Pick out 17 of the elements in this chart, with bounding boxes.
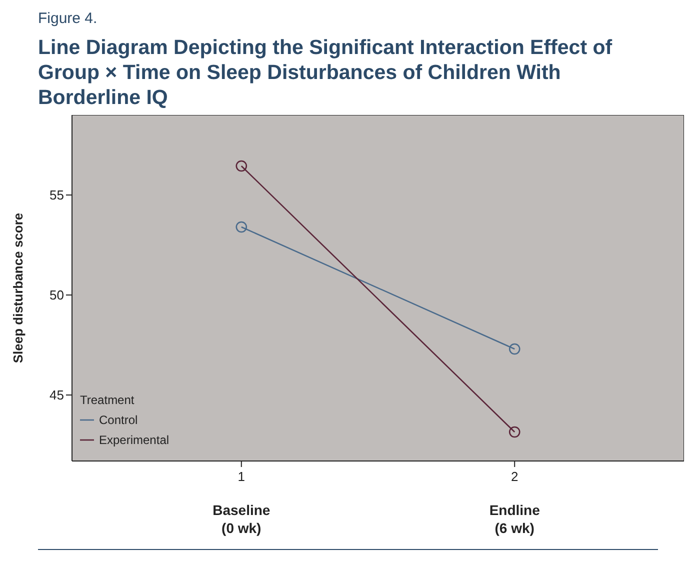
y-tick-label: 55 (50, 188, 64, 203)
x-tick-label: 2 (510, 469, 518, 484)
text: Endline (6 wk) (489, 502, 540, 536)
chart-title: Line Diagram Depicting the Significant Interaction Effect of Group × Time on Sleep Disturbances of Children With Borderline IQ (37, 35, 614, 110)
y-tick-label: 45 (50, 388, 64, 403)
text: Baseline (0 wk) (212, 502, 270, 536)
y-axis-title: Sleep disturbance score (10, 212, 26, 364)
legend-label: Control (99, 412, 138, 429)
legend-title: Treatment (80, 392, 136, 409)
legend-label: Experimental (99, 432, 170, 449)
x-tick-label: 1 (238, 469, 246, 484)
point (508, 343, 520, 355)
caption: Figure 4. (37, 9, 98, 27)
point (508, 426, 520, 438)
y-tick-label: 50 (50, 288, 64, 303)
point (236, 221, 248, 233)
point (236, 160, 248, 172)
